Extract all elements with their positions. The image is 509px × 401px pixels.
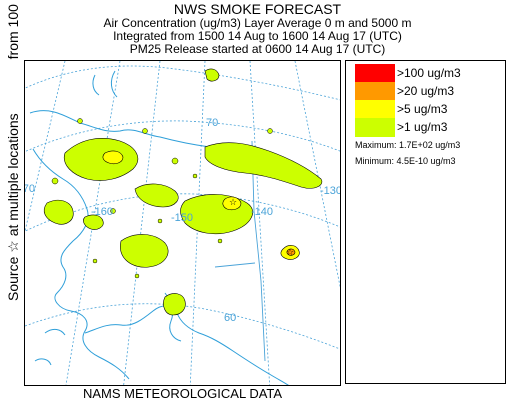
- smoke-speck: [92, 258, 98, 264]
- smoke-plume-central: [134, 183, 179, 208]
- smoke-speck: [110, 208, 116, 214]
- source-label-suffix: from 100 m: [5, 0, 21, 60]
- lat-label-70: 70: [206, 117, 218, 129]
- smoke-plume-interior: [120, 234, 169, 268]
- smoke-map: ☆ ☆ -170 -160 -150 -140 -130 70 60: [25, 61, 340, 385]
- lon-label-170: -170: [25, 183, 35, 195]
- lon-label-150: -150: [171, 212, 193, 224]
- smoke-speck: [267, 128, 273, 134]
- map-title: NWS SMOKE FORECAST: [173, 1, 342, 17]
- smoke-patch-north: [204, 68, 220, 82]
- smoke-speck: [157, 218, 163, 224]
- legend-item: >20 ug/m3: [355, 82, 505, 101]
- smoke-core-northwest: [102, 150, 124, 165]
- legend-label: >100 ug/m3: [397, 66, 461, 80]
- maximum-concentration: Maximum: 1.7E+02 ug/m3: [355, 140, 461, 150]
- smoke-plume-west: [43, 199, 74, 225]
- smoke-plumes: [43, 68, 323, 316]
- west-coast: [32, 148, 130, 380]
- legend-item: >1 ug/m3: [355, 118, 505, 137]
- bering-islands: [34, 328, 66, 366]
- admin-line: [214, 262, 256, 268]
- longitude-line-180: [25, 61, 66, 232]
- latitude-line-70: [25, 120, 340, 153]
- lat-label-60: 60: [224, 312, 236, 324]
- legend-label: >5 ug/m3: [397, 102, 448, 116]
- legend-item: >5 ug/m3: [355, 100, 505, 119]
- smoke-speck: [77, 118, 83, 124]
- smoke-core-southeast: [286, 248, 296, 256]
- legend-item: >100 ug/m3: [355, 64, 505, 83]
- legend-swatch-green: [355, 118, 395, 137]
- smoke-speck: [142, 128, 148, 134]
- minimum-concentration: Minimum: 4.5E-10 ug/m3: [355, 156, 456, 166]
- smoke-plume-northeast: [204, 142, 323, 189]
- smoke-core-fairbanks: [222, 196, 242, 211]
- latitude-line-75: [25, 65, 340, 101]
- south-coast: [84, 305, 290, 385]
- northern-islands: [92, 70, 118, 98]
- legend-swatch-orange: [355, 82, 395, 101]
- smoke-plume-south: [163, 293, 186, 316]
- latitude-line-60: [25, 303, 340, 350]
- lon-label-140: -140: [251, 206, 273, 218]
- legend-label: >20 ug/m3: [397, 84, 455, 98]
- source-star-icon: ☆: [286, 248, 294, 258]
- concentration-legend: >100 ug/m3 >20 ug/m3 >5 ug/m3 >1 ug/m3 M…: [345, 60, 506, 384]
- map-panel: ☆ ☆ -170 -160 -150 -140 -130 70 60: [24, 60, 341, 386]
- source-label-prefix: Source ☆ at multiple locations: [5, 113, 21, 301]
- latitude-line-65: [25, 193, 340, 232]
- source-location-label: Source ☆ at multiple locations from 100 m: [5, 0, 21, 301]
- smoke-plume-northwest: [63, 138, 139, 181]
- source-markers: ☆ ☆: [229, 198, 294, 258]
- smoke-speck: [192, 173, 198, 179]
- release-info: PM25 Release started at 0600 14 Aug 17 (…: [129, 42, 386, 56]
- legend-swatch-yellow: [355, 100, 395, 119]
- legend-label: >1 ug/m3: [397, 120, 448, 134]
- smoke-speck: [171, 157, 179, 165]
- integration-period: Integrated from 1500 14 Aug to 1600 14 A…: [113, 29, 402, 43]
- longitude-line-160: [123, 61, 161, 385]
- longitude-line-130: [294, 61, 340, 289]
- source-star-icon: ☆: [229, 198, 237, 208]
- smoke-patch-small: [83, 214, 104, 230]
- smoke-specks: [51, 118, 273, 279]
- smoke-speck: [51, 177, 59, 185]
- longitude-line-140: [249, 61, 271, 385]
- lon-label-160: -160: [91, 206, 113, 218]
- meteorological-data-label: NAMS METEOROLOGICAL DATA: [82, 386, 283, 401]
- border-lines: [214, 140, 266, 362]
- canada-border: [251, 140, 266, 362]
- smoke-speck: [217, 238, 223, 244]
- concentration-description: Air Concentration (ug/m3) Layer Average …: [103, 16, 412, 30]
- graticule-labels: -170 -160 -150 -140 -130 70 60: [25, 117, 340, 324]
- legend-swatch-red: [355, 64, 395, 83]
- smoke-speck: [134, 273, 140, 279]
- lon-label-130: -130: [320, 185, 340, 197]
